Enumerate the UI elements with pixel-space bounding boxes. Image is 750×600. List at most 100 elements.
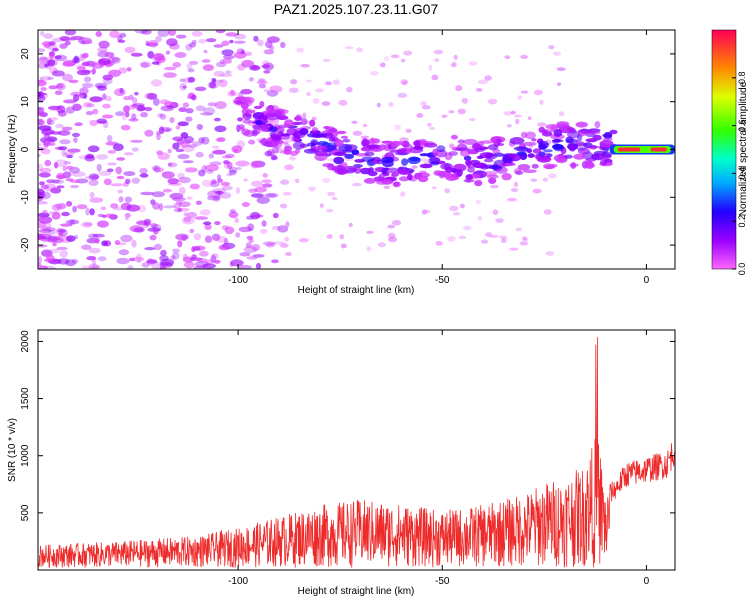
heatmap-cell xyxy=(379,62,386,68)
heatmap-cell xyxy=(334,151,347,156)
heatmap-cell xyxy=(97,220,109,228)
heatmap-cell xyxy=(585,161,595,169)
heatmap-cell xyxy=(84,76,92,83)
heatmap-cell xyxy=(337,168,347,175)
heatmap-cell xyxy=(271,259,279,264)
heatmap-cell xyxy=(322,163,334,168)
heatmap-cell xyxy=(230,209,236,213)
heatmap-cell xyxy=(153,165,161,173)
heatmap-cell xyxy=(178,186,186,195)
heatmap-cell xyxy=(251,193,264,198)
heatmap-cell xyxy=(127,265,134,269)
colorbar-tick-label: 0.0 xyxy=(737,263,747,276)
heatmap-cell xyxy=(57,110,67,117)
heatmap-cell xyxy=(155,35,163,43)
heatmap-cell xyxy=(131,177,140,184)
heatmap-cell xyxy=(272,241,285,245)
heatmap-cell xyxy=(182,102,190,108)
heatmap-cell xyxy=(38,228,52,233)
heatmap-cell xyxy=(91,62,104,69)
heatmap-cell xyxy=(543,149,553,153)
heatmap-cell xyxy=(38,80,46,84)
heatmap-cell xyxy=(204,224,212,231)
heatmap-cell xyxy=(98,40,110,49)
heatmap-cell xyxy=(139,167,148,174)
heatmap-cell xyxy=(509,247,519,251)
heatmap-cell xyxy=(381,156,394,163)
heatmap-cell xyxy=(271,154,278,160)
heatmap-cell xyxy=(552,51,562,56)
heatmap-cell xyxy=(128,118,139,122)
heatmap-cell xyxy=(398,176,410,182)
heatmap-cell xyxy=(125,217,129,221)
heatmap-cell xyxy=(70,35,84,41)
heatmap-cell xyxy=(243,178,248,182)
heatmap-cell xyxy=(256,196,270,204)
heatmap-cell xyxy=(448,151,458,156)
heatmap-cell xyxy=(191,246,196,253)
heatmap-cell xyxy=(332,79,340,85)
heatmap-cell xyxy=(441,114,448,118)
heatmap-cell xyxy=(38,79,47,87)
heatmap-cell xyxy=(224,153,235,158)
heatmap-cell xyxy=(38,265,48,269)
heatmap-cell xyxy=(457,139,465,144)
heatmap-cell xyxy=(507,197,517,202)
heatmap-cell xyxy=(276,141,289,145)
heatmap-cell xyxy=(519,241,529,246)
heatmap-cell xyxy=(504,162,510,166)
heatmap-cell xyxy=(235,160,250,167)
heatmap-cell xyxy=(64,30,77,36)
heatmap-cell xyxy=(510,187,519,193)
heatmap-cell xyxy=(205,259,215,265)
heatmap-cell xyxy=(360,167,371,175)
heatmap-cell xyxy=(108,69,121,78)
heatmap-cell xyxy=(306,79,312,83)
heatmap-cell xyxy=(158,126,165,134)
colorbar-label: Normalized spectral amplitude xyxy=(738,81,749,216)
heatmap-cell xyxy=(185,167,198,173)
heatmap-cell xyxy=(338,99,348,106)
heatmap-cell xyxy=(522,141,537,146)
heatmap-cell xyxy=(264,150,273,157)
heatmap-cell xyxy=(147,258,154,266)
heatmap-cell xyxy=(186,211,197,218)
heatmap-cell xyxy=(38,256,43,264)
heatmap-cell xyxy=(603,131,613,140)
heatmap-cell xyxy=(326,142,337,150)
heatmap-cell xyxy=(43,33,54,39)
y-tick-label: 1500 xyxy=(20,387,31,410)
heatmap-cell xyxy=(97,85,107,91)
heatmap-cell xyxy=(51,70,65,77)
heatmap-cell xyxy=(424,142,438,148)
heatmap-cell xyxy=(516,151,524,156)
heatmap-cell xyxy=(476,88,483,92)
heatmap-cell xyxy=(585,131,601,135)
heatmap-cell xyxy=(346,86,353,93)
x-tick-label: -100 xyxy=(228,275,248,286)
heatmap-cell xyxy=(102,93,107,100)
heatmap-cell xyxy=(49,51,56,57)
heatmap-cell xyxy=(283,148,292,155)
heatmap-cell xyxy=(392,220,401,226)
heatmap-cell xyxy=(48,105,62,110)
heatmap-cell xyxy=(139,61,152,68)
heatmap-cell xyxy=(177,121,189,127)
heatmap-cell xyxy=(71,258,79,264)
heatmap-cell xyxy=(510,110,516,115)
heatmap-cell xyxy=(51,179,65,184)
heatmap-cell xyxy=(565,139,579,143)
heatmap-cell xyxy=(197,257,208,263)
heatmap-cell xyxy=(38,200,48,205)
heatmap-cell xyxy=(265,242,275,248)
heatmap-cell xyxy=(515,227,522,232)
heatmap-cell xyxy=(386,167,399,174)
heatmap-cell xyxy=(457,108,466,115)
heatmap-cell xyxy=(575,121,588,128)
snr-xlabel: Height of straight line (km) xyxy=(298,586,415,597)
heatmap-cell xyxy=(189,60,199,65)
heatmap-cell xyxy=(311,133,326,138)
heatmap-cell xyxy=(88,247,101,254)
heatmap-cell xyxy=(465,174,473,181)
heatmap-cell xyxy=(70,184,80,189)
